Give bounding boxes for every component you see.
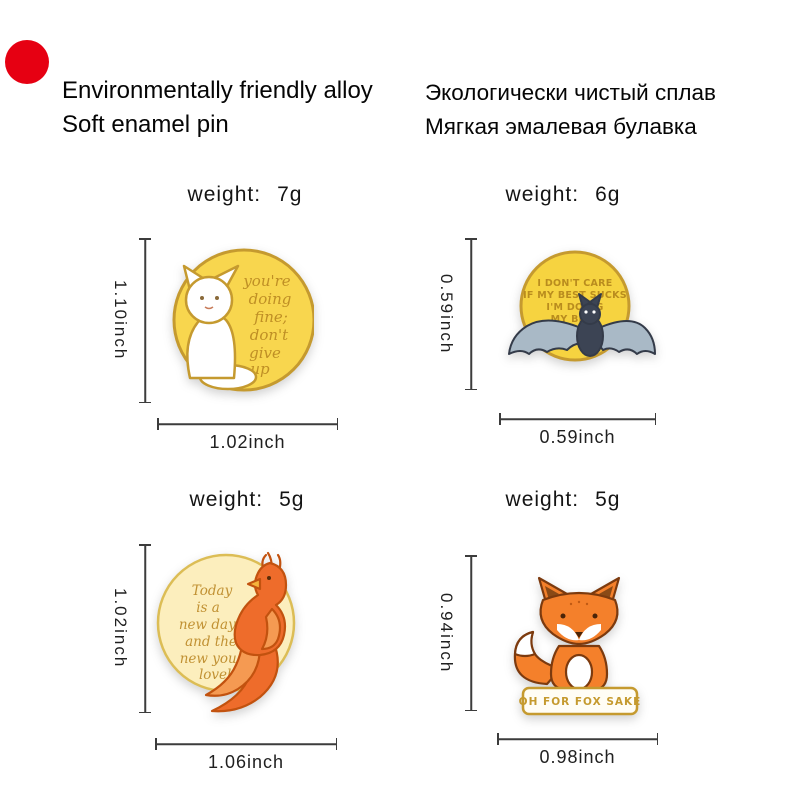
quote-line: don't (250, 326, 289, 344)
weight-key: weight: (505, 488, 580, 511)
header-en-line1: Environmentally friendly alloy (62, 77, 373, 104)
header-ru-line2: Мягкая эмалевая булавка (425, 114, 697, 139)
bat-pin-illustration: I DON'T CARE IF MY BEST SUCKS I'M DOING … (508, 250, 656, 362)
header-russian: Экологически чистый сплав Мягкая эмалева… (425, 76, 716, 144)
height-dimension-line (465, 238, 477, 390)
quote-line: IF MY BEST SUCKS (523, 290, 627, 301)
svg-text:is a: is a (196, 600, 220, 616)
quote-line: I'M DOING (546, 302, 603, 313)
cat-mouth (204, 306, 214, 310)
weight-key: weight: (505, 183, 580, 206)
width-dimension-label: 0.59inch (539, 427, 616, 447)
width-dimension-label: 1.02inch (209, 432, 286, 452)
brand-logo-icon (5, 40, 49, 84)
weight-label: weight: 6g (468, 183, 658, 207)
phoenix-figure (204, 551, 288, 713)
weight-key: weight: (189, 488, 264, 511)
phoenix-eye (267, 576, 271, 580)
header-english: Environmentally friendly alloy Soft enam… (62, 74, 373, 142)
weight-label: weight: 5g (468, 488, 658, 512)
svg-text:don't: don't (250, 326, 289, 344)
weight-value: 5g (279, 488, 305, 511)
cat-figure (182, 264, 258, 391)
header-en-line2: Soft enamel pin (62, 111, 229, 138)
cat-face (200, 296, 219, 300)
height-dimension-label: 1.10inch (111, 280, 130, 361)
svg-text:doing: doing (249, 290, 292, 308)
quote-line: and the (185, 634, 237, 650)
svg-text:new day!: new day! (179, 617, 241, 633)
width-dimension-label: 0.98inch (539, 747, 616, 767)
height-dimension-line (139, 238, 151, 403)
svg-text:you're: you're (242, 272, 290, 290)
fox-figure (513, 576, 621, 692)
quote-line: MY BEST (551, 314, 600, 325)
height-dimension-line (465, 555, 477, 711)
quote-line: new you is (180, 651, 253, 667)
quote-line: Today (192, 583, 233, 599)
width-dimension-line (497, 733, 658, 745)
bat-figure (508, 293, 656, 357)
weight-label: weight: 5g (152, 488, 342, 512)
bat-pin-quote: I DON'T CARE IF MY BEST SUCKS I'M DOING … (523, 278, 627, 325)
width-dimension-line (499, 413, 656, 425)
quote-line: is a (196, 600, 220, 616)
weight-label: weight: 7g (150, 183, 340, 207)
cat-pin-illustration: you're doing fine; don't give up (172, 248, 314, 392)
svg-text:new you is: new you is (180, 651, 253, 667)
weight-key: weight: (187, 183, 262, 206)
quote-line: you're (242, 272, 290, 290)
weight-value: 6g (595, 183, 621, 206)
width-dimension-line (157, 418, 338, 430)
quote-line: fine; (253, 308, 288, 326)
height-dimension-label: 0.94inch (437, 592, 456, 674)
fox-banner (521, 686, 639, 716)
fox-banner-text: OH FOR FOX SAKE (519, 696, 642, 708)
width-dimension-line (155, 738, 337, 750)
fox-pin-illustration: OH FOR FOX SAKE (513, 576, 642, 716)
svg-text:Today: Today (192, 583, 233, 599)
quote-line: OH FOR FOX SAKE (519, 696, 642, 708)
quote-line: give (249, 344, 281, 362)
header-ru-line1: Экологически чистый сплав (425, 80, 716, 105)
svg-text:IF MY BEST SUCKS: IF MY BEST SUCKS (523, 290, 627, 301)
quote-line: new day! (179, 617, 241, 633)
svg-text:and the: and the (185, 634, 237, 650)
height-dimension-line (139, 544, 151, 713)
svg-text:fine;: fine; (253, 308, 288, 326)
svg-text:give: give (249, 344, 281, 362)
svg-text:MY BEST: MY BEST (551, 314, 600, 325)
weight-value: 5g (595, 488, 621, 511)
weight-value: 7g (277, 183, 303, 206)
height-dimension-label: 0.59inch (437, 273, 456, 355)
cat-pin-quote: you're doing fine; don't give up (242, 272, 291, 378)
height-dimension-label: 1.02inch (111, 588, 130, 669)
svg-text:I'M DOING: I'M DOING (546, 302, 603, 313)
bat-eyes (584, 310, 596, 314)
phoenix-pin-illustration: Today is a new day! and the new you is l… (156, 551, 296, 713)
fox-face (560, 600, 598, 638)
quote-line: I DON'T CARE (537, 278, 612, 289)
svg-text:I DON'T CARE: I DON'T CARE (537, 278, 612, 289)
width-dimension-label: 1.06inch (207, 752, 285, 772)
quote-line: doing (249, 290, 292, 308)
